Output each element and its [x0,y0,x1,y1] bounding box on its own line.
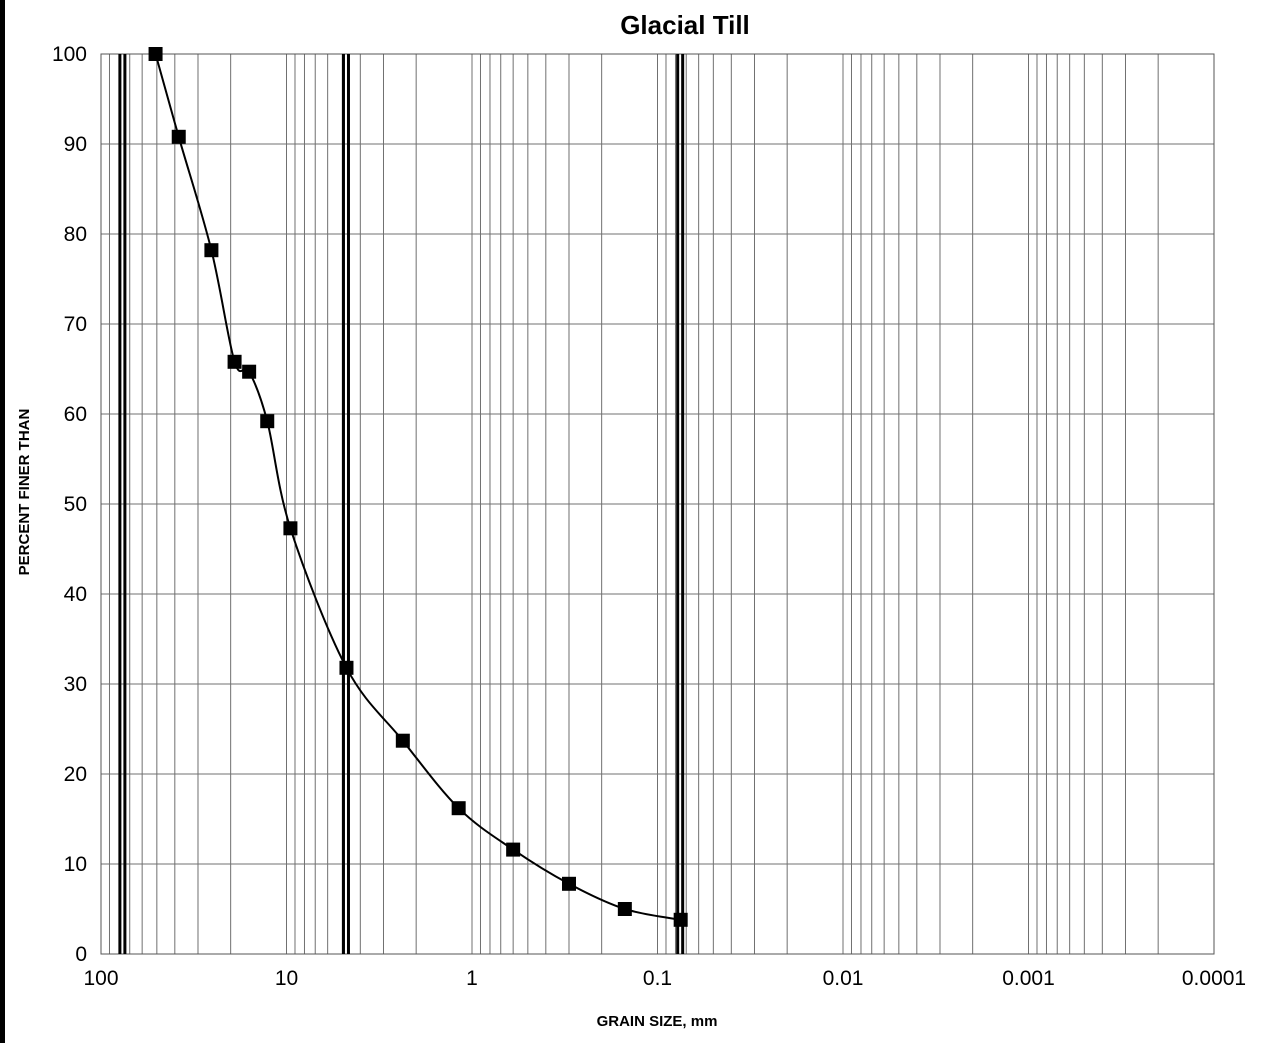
y-tick-label: 10 [64,853,87,876]
reference-lines [118,54,685,954]
y-tick-label: 30 [64,673,87,696]
chart-title: Glacial Till [620,10,750,40]
y-tick-labels: 0 10 20 30 40 50 60 70 80 90 100 [52,43,87,966]
x-tick-label: 0.01 [823,967,864,990]
data-point-marker [260,414,275,429]
x-axis-label: GRAIN SIZE, mm [597,1013,718,1030]
data-point-marker [283,521,298,536]
data-point-marker [561,876,576,891]
y-tick-label: 90 [64,133,87,156]
x-tick-label: 0.001 [1002,967,1055,990]
y-tick-label: 80 [64,223,87,246]
data-point-marker [673,912,688,927]
data-point-marker [339,660,354,675]
data-point-marker [242,364,257,379]
data-point-marker [617,902,632,916]
y-tick-label: 40 [64,583,87,606]
y-tick-label: 100 [52,43,87,66]
y-tick-label: 60 [64,403,87,426]
data-point-marker [171,129,186,144]
x-tick-label: 0.0001 [1182,967,1246,990]
data-point-marker [451,801,466,816]
y-axis-label: PERCENT FINER THAN [16,409,33,576]
data-point-marker [227,354,242,369]
y-tick-label: 0 [75,943,87,966]
left-edge-bar [0,0,5,1043]
data-point-marker [395,733,410,748]
data-point-marker [204,243,219,258]
x-tick-label: 10 [275,967,298,990]
data-point-marker [506,842,521,857]
x-tick-label: 100 [83,967,118,990]
x-tick-label: 1 [466,967,478,990]
data-markers [148,47,688,927]
plot-area-frame [100,53,1215,955]
y-tick-label: 50 [64,493,87,516]
x-tick-labels: 100 10 1 0.1 0.01 0.001 0.0001 [83,967,1246,990]
x-tick-label: 0.1 [643,967,672,990]
data-point-marker [148,47,163,61]
y-tick-label: 20 [64,763,87,786]
grid [101,53,1215,955]
y-tick-label: 70 [64,313,87,336]
